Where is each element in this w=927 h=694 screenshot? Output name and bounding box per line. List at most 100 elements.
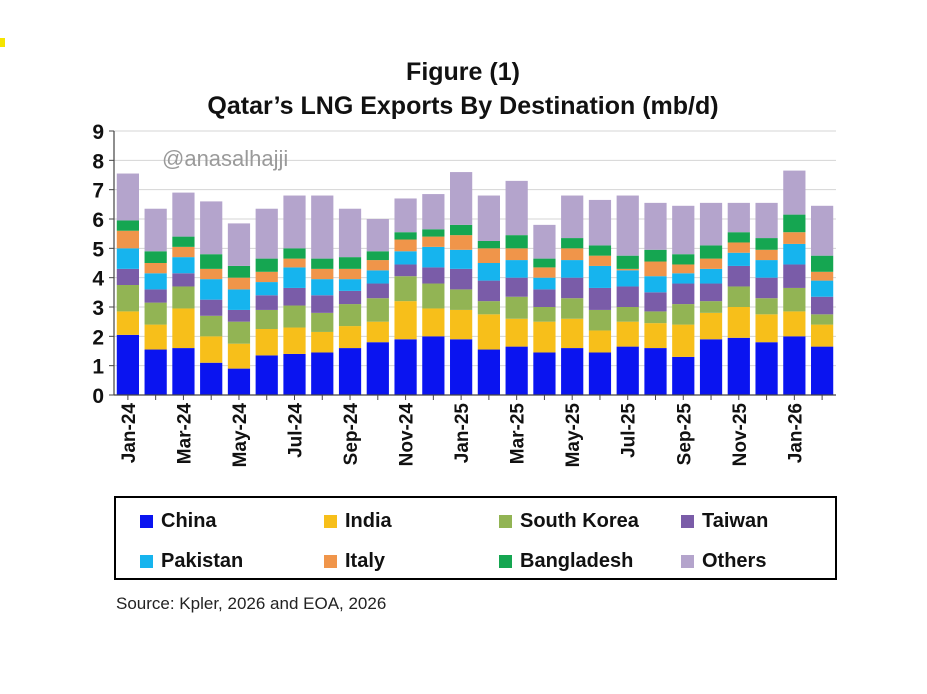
y-tick-label: 6 [92, 209, 104, 232]
bar-india-may-24 [227, 343, 251, 369]
x-tick-label: Jul-24 [286, 403, 307, 458]
bar-others-jan-25 [450, 172, 473, 225]
bar-india-mar-24 [172, 308, 195, 349]
legend-item-taiwan: Taiwan [681, 510, 768, 533]
bar-taiwan-jun-25 [588, 287, 612, 310]
bar-taiwan-oct-25 [699, 283, 723, 302]
bar-taiwan-feb-25 [477, 280, 500, 302]
bar-others-feb-26 [811, 205, 834, 256]
legend-item-pakistan: Pakistan [140, 550, 243, 573]
bar-south-korea-apr-24 [200, 315, 223, 337]
bar-italy-nov-25 [727, 242, 750, 253]
bar-bangladesh-may-24 [227, 265, 251, 278]
bar-south-korea-oct-24 [366, 298, 389, 322]
bar-china-feb-24 [144, 349, 167, 395]
bar-south-korea-mar-24 [172, 286, 195, 309]
bar-others-oct-24 [366, 219, 389, 252]
bar-south-korea-jun-24 [255, 309, 278, 329]
bar-south-korea-jul-24 [283, 305, 306, 328]
bar-south-korea-sep-25 [672, 304, 695, 325]
bar-italy-oct-25 [699, 258, 723, 269]
bar-italy-jun-24 [255, 271, 278, 283]
x-tick-label: Mar-24 [174, 403, 195, 465]
bar-others-apr-25 [533, 224, 556, 259]
chart-title-line1: Figure (1) [406, 58, 520, 86]
bar-others-mar-25 [505, 180, 528, 236]
bar-others-jun-24 [255, 208, 278, 259]
bar-india-sep-24 [338, 326, 362, 349]
bar-taiwan-may-25 [561, 277, 584, 299]
bar-italy-jan-26 [783, 232, 806, 244]
bar-others-nov-24 [394, 198, 417, 233]
legend-label-taiwan: Taiwan [702, 510, 769, 532]
bar-bangladesh-sep-24 [338, 257, 362, 269]
y-tick-label: 4 [92, 268, 104, 291]
bar-china-jan-24 [116, 334, 139, 395]
legend: China India South Korea Taiwan Pakistan … [114, 496, 837, 580]
bar-pakistan-sep-25 [672, 273, 695, 284]
bar-bangladesh-jun-25 [588, 245, 612, 256]
bar-bangladesh-aug-25 [644, 249, 667, 262]
bar-others-dec-25 [755, 202, 778, 239]
bar-pakistan-jan-26 [783, 243, 806, 265]
bar-bangladesh-nov-24 [394, 232, 417, 240]
y-tick-label: 8 [92, 150, 104, 173]
bar-italy-feb-24 [144, 263, 167, 274]
legend-swatch-italy [324, 555, 337, 568]
bar-china-sep-25 [672, 356, 695, 395]
bar-india-jan-25 [450, 309, 473, 340]
legend-label-others: Others [702, 550, 767, 572]
bar-pakistan-oct-25 [699, 268, 723, 284]
bar-south-korea-dec-24 [422, 283, 445, 309]
bar-south-korea-may-25 [561, 298, 584, 319]
bar-china-jan-25 [450, 339, 473, 395]
bar-bangladesh-dec-24 [422, 229, 445, 237]
bar-bangladesh-oct-25 [699, 245, 723, 259]
bar-bangladesh-feb-26 [811, 255, 834, 272]
x-tick-label: Jan-24 [119, 403, 140, 464]
legend-swatch-china [140, 515, 153, 528]
bar-india-jul-24 [283, 327, 306, 354]
bar-china-jun-24 [255, 355, 278, 395]
bar-china-oct-24 [366, 342, 389, 395]
bar-pakistan-mar-25 [505, 260, 528, 278]
bar-italy-jun-25 [588, 255, 612, 266]
bar-china-jul-25 [616, 346, 639, 395]
y-tick-label: 1 [92, 356, 104, 379]
bar-india-jan-26 [783, 311, 806, 337]
bar-italy-sep-25 [672, 264, 695, 274]
legend-label-italy: Italy [345, 550, 386, 572]
bar-india-jul-25 [616, 321, 639, 347]
bar-pakistan-feb-24 [144, 273, 167, 290]
bar-taiwan-jan-25 [450, 268, 473, 290]
legend-swatch-pakistan [140, 555, 153, 568]
bar-pakistan-aug-24 [311, 279, 334, 296]
bar-south-korea-apr-25 [533, 307, 556, 322]
bar-others-jul-24 [283, 195, 306, 249]
bar-china-sep-24 [338, 348, 362, 395]
bar-italy-mar-25 [505, 248, 528, 261]
x-tick-label: Nov-24 [397, 403, 418, 467]
bar-china-may-25 [561, 348, 584, 395]
bar-south-korea-jul-25 [616, 307, 639, 322]
bar-taiwan-dec-25 [755, 277, 778, 299]
chart-title-line2: Qatar’s LNG Exports By Destination (mb/d… [207, 92, 718, 120]
legend-swatch-south-korea [499, 515, 512, 528]
bar-others-dec-24 [422, 194, 445, 230]
bar-china-aug-24 [311, 352, 334, 395]
x-tick-label: May-24 [230, 403, 251, 468]
y-tick-label: 9 [92, 121, 104, 144]
bar-china-may-24 [227, 368, 251, 395]
bar-south-korea-feb-25 [477, 301, 500, 315]
bar-india-may-25 [561, 318, 584, 349]
bar-italy-feb-25 [477, 248, 500, 263]
bar-taiwan-jul-24 [283, 287, 306, 306]
bar-italy-dec-24 [422, 236, 445, 247]
bar-others-apr-24 [200, 201, 223, 255]
bar-others-aug-25 [644, 202, 667, 250]
bar-italy-jan-24 [116, 230, 139, 249]
bar-taiwan-apr-25 [533, 289, 556, 307]
bar-pakistan-nov-24 [394, 251, 417, 265]
bar-pakistan-may-25 [561, 260, 584, 278]
